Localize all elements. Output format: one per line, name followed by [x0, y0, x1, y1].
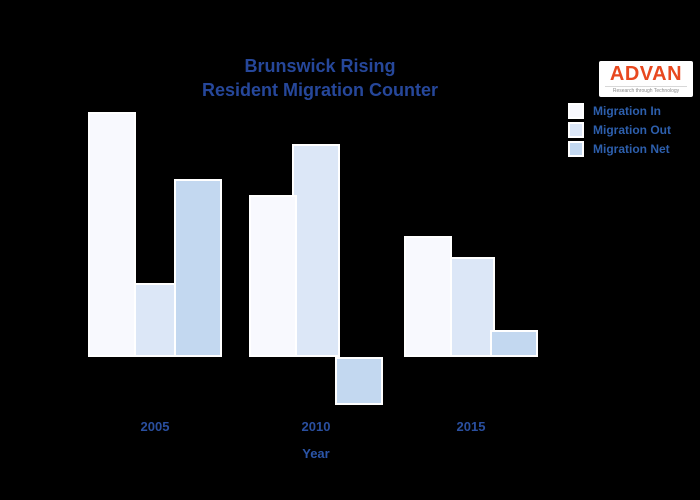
legend-swatch	[568, 103, 584, 119]
chart-title-line1: Brunswick Rising	[244, 56, 396, 76]
bar-migration-out-2005	[131, 283, 179, 357]
bar-migration-in-2005	[88, 112, 136, 357]
bar-migration-out-2015	[447, 257, 495, 357]
x-tick-label: 2010	[301, 419, 331, 434]
legend-swatch	[568, 141, 584, 157]
bar-migration-net-2005	[174, 179, 222, 357]
legend-label: Migration Net	[593, 142, 670, 156]
x-tick-label: 2015	[456, 419, 486, 434]
chart-title: Brunswick Rising Resident Migration Coun…	[70, 54, 570, 102]
x-axis-label: Year	[302, 446, 330, 461]
x-tick-label: 2005	[140, 419, 170, 434]
chart-legend: Migration In Migration Out Migration Net	[568, 103, 671, 160]
advan-logo-text: ADVAN	[609, 63, 683, 85]
legend-label: Migration In	[593, 104, 661, 118]
legend-swatch	[568, 122, 584, 138]
bar-migration-net-2015	[490, 330, 538, 357]
advan-logo-tagline: Research through Technology	[605, 86, 687, 94]
legend-item: Migration Out	[568, 122, 671, 138]
advan-logo: ADVAN Research through Technology	[599, 61, 693, 97]
legend-label: Migration Out	[593, 123, 671, 137]
legend-item: Migration Net	[568, 141, 671, 157]
chart-title-line2: Resident Migration Counter	[201, 80, 438, 100]
bar-migration-in-2015	[404, 236, 452, 357]
bar-migration-out-2010	[292, 144, 340, 357]
bar-migration-in-2010	[249, 195, 297, 357]
legend-item: Migration In	[568, 103, 671, 119]
bar-migration-net-2010	[335, 357, 383, 405]
